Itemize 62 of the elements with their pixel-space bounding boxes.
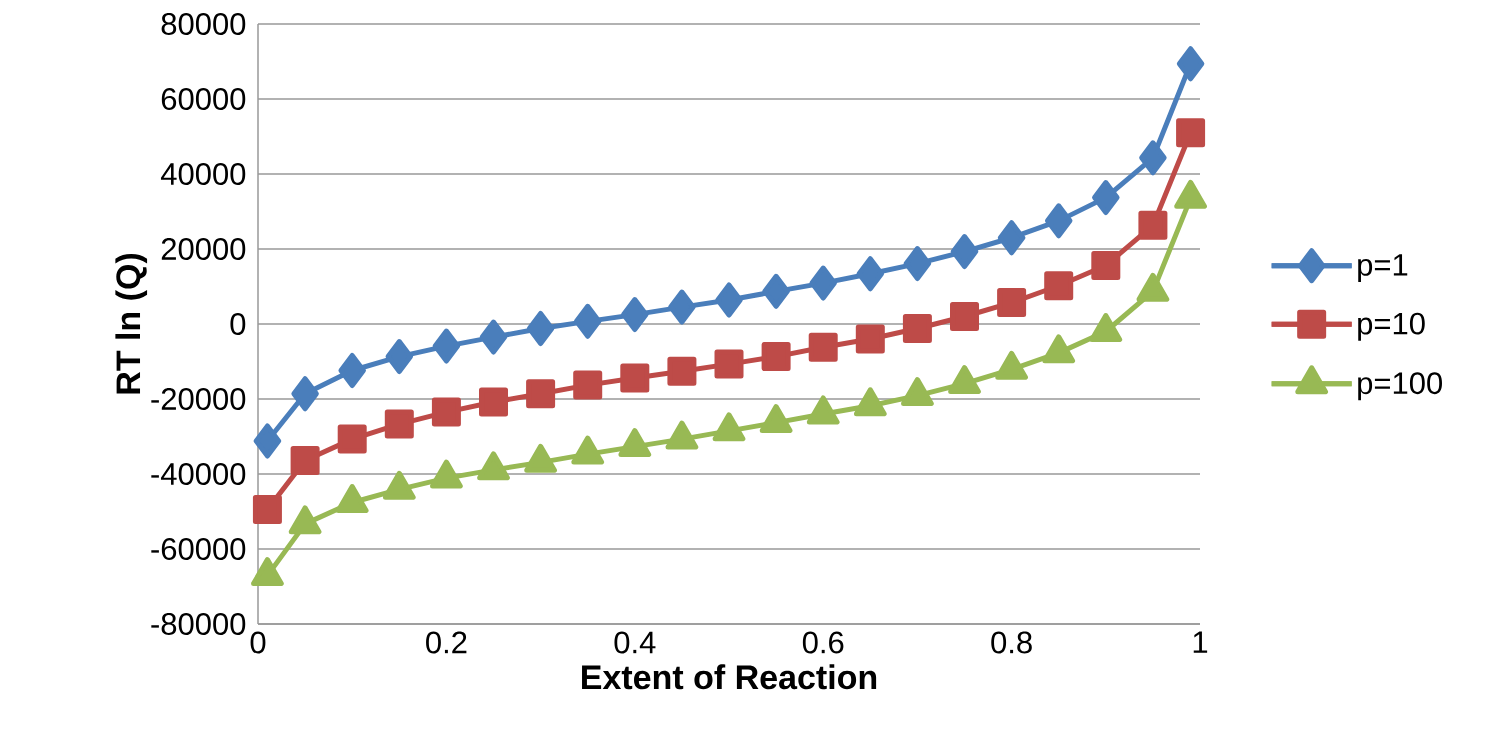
- x-axis-title: Extent of Reaction: [582, 664, 877, 690]
- point: [1092, 180, 1120, 216]
- y-tick-label: -60000: [151, 538, 246, 560]
- point: [252, 495, 282, 525]
- point: [526, 379, 556, 409]
- y-tick-label: -20000: [151, 388, 246, 410]
- x-tick-label: 1: [1193, 631, 1208, 653]
- legend-label: p=1: [1358, 254, 1408, 282]
- point: [715, 282, 743, 318]
- point: [856, 256, 885, 292]
- point: [1176, 46, 1205, 82]
- point: [997, 220, 1026, 256]
- point: [384, 409, 414, 439]
- point: [997, 288, 1027, 318]
- point: [290, 446, 320, 475]
- point: [762, 273, 790, 309]
- point: [573, 303, 602, 339]
- point: [855, 324, 885, 354]
- point: [668, 289, 696, 325]
- y-tick-label: -40000: [151, 463, 246, 485]
- point: [903, 246, 932, 282]
- point: [1091, 251, 1121, 280]
- point: [338, 352, 366, 388]
- point: [902, 314, 932, 343]
- point: [950, 234, 979, 270]
- x-tick-label: 0.4: [614, 631, 656, 654]
- point: [526, 310, 555, 346]
- point: [620, 363, 650, 393]
- point: [714, 349, 744, 379]
- y-tick-label: 20000: [161, 238, 246, 260]
- point: [1139, 140, 1167, 176]
- y-tick-label: 60000: [161, 88, 246, 110]
- point: [1044, 203, 1073, 239]
- point: [809, 265, 837, 301]
- point: [431, 397, 461, 427]
- point: [808, 332, 838, 362]
- point: [950, 302, 980, 331]
- y-tick-label: 80000: [161, 13, 246, 35]
- x-tick-label: 0.8: [991, 631, 1032, 654]
- point: [253, 423, 282, 459]
- x-tick-label: 0: [250, 631, 266, 654]
- legend-label: p=10: [1358, 312, 1425, 341]
- x-tick-label: 0.2: [426, 631, 467, 654]
- point: [667, 356, 697, 386]
- point: [479, 319, 508, 355]
- y-tick-label: -80000: [151, 613, 246, 635]
- point: [573, 370, 603, 400]
- point: [337, 424, 367, 454]
- point: [761, 342, 791, 372]
- point: [1044, 271, 1074, 301]
- point: [479, 387, 509, 417]
- point: [621, 297, 649, 333]
- point: [385, 339, 414, 375]
- point: [1176, 118, 1206, 148]
- point: [1138, 210, 1168, 240]
- y-tick-label: 0: [230, 313, 246, 335]
- x-tick-label: 0.6: [802, 631, 844, 654]
- y-axis-title: RT ln (Q): [115, 253, 148, 394]
- point: [291, 376, 319, 412]
- point: [432, 328, 461, 364]
- legend-label: p=100: [1358, 372, 1442, 401]
- y-tick-label: 40000: [160, 163, 246, 185]
